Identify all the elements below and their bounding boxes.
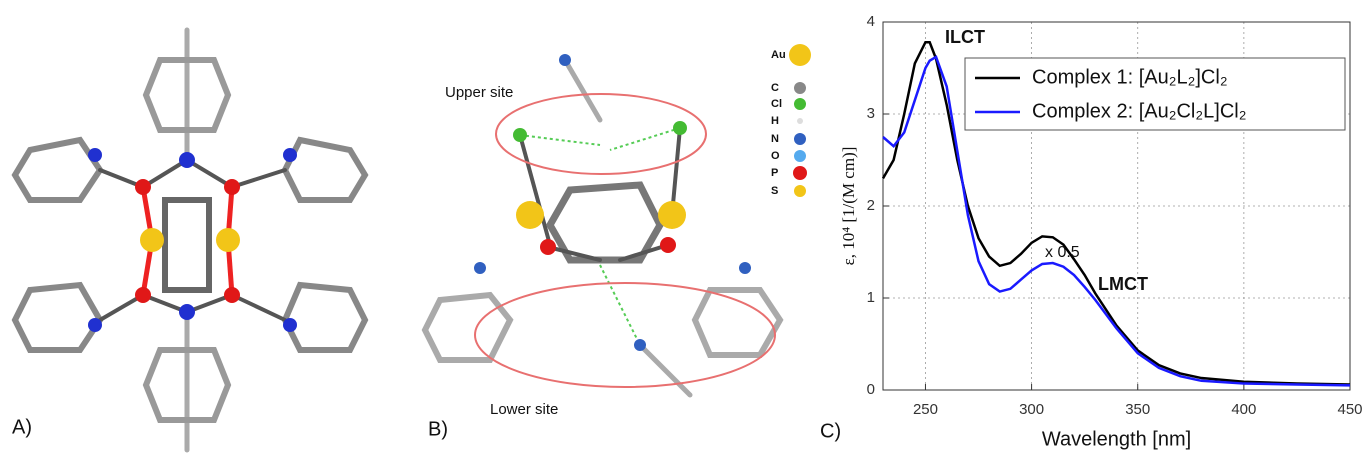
legend-label: Complex 2: [Au₂Cl₂L]Cl₂ xyxy=(1032,100,1246,122)
x-axis-label: Wavelength [nm] xyxy=(1042,428,1191,450)
annotation: LMCT xyxy=(1098,274,1148,294)
molecule-b xyxy=(425,54,780,395)
legend-label: O xyxy=(771,150,780,162)
x-tick-label: 350 xyxy=(1125,401,1150,418)
site-label: Upper site xyxy=(445,84,513,101)
legend-swatch xyxy=(793,166,807,180)
legend-swatch xyxy=(794,133,806,145)
y-axis-label: ε, 10⁴ [1/(M cm)] xyxy=(839,147,858,266)
legend-label: Complex 1: [Au₂L₂]Cl₂ xyxy=(1032,66,1228,88)
legend-label: Cl xyxy=(771,98,782,110)
legend-label: S xyxy=(771,185,778,197)
y-tick-label: 4 xyxy=(867,13,875,30)
panel-label: A) xyxy=(12,416,32,438)
legend-label: Au xyxy=(771,49,786,61)
panel-label: C) xyxy=(820,420,841,442)
x-tick-label: 400 xyxy=(1231,401,1256,418)
legend-swatch xyxy=(789,44,811,66)
legend-label: H xyxy=(771,115,779,127)
molecule-a xyxy=(15,30,365,450)
y-tick-label: 3 xyxy=(867,105,875,122)
legend-swatch xyxy=(794,150,806,162)
y-tick-label: 1 xyxy=(867,289,875,306)
legend-label: N xyxy=(771,133,779,145)
x-tick-label: 300 xyxy=(1019,401,1044,418)
legend-swatch xyxy=(794,185,806,197)
y-tick-label: 2 xyxy=(867,197,875,214)
figure: A) Upper site Lower site B) Au C Cl HNOPS 0… xyxy=(0,0,1372,463)
y-tick-label: 0 xyxy=(867,381,875,398)
chart: 0 1 2 3 4 250 300 350 400 450 Complex 1: [Au₂L₂]Cl… xyxy=(820,13,1363,450)
legend-label: C xyxy=(771,82,779,94)
site-label: Lower site xyxy=(490,401,558,418)
x-tick-label: 450 xyxy=(1337,401,1362,418)
panel-label: B) xyxy=(428,418,448,440)
x-tick-label: 250 xyxy=(913,401,938,418)
legend-swatch xyxy=(797,118,803,124)
legend-swatch xyxy=(794,82,806,94)
legend-swatch xyxy=(794,98,806,110)
annotation: ILCT xyxy=(945,27,985,47)
annotation: x 0.5 xyxy=(1045,244,1080,261)
legend-label: P xyxy=(771,167,778,179)
